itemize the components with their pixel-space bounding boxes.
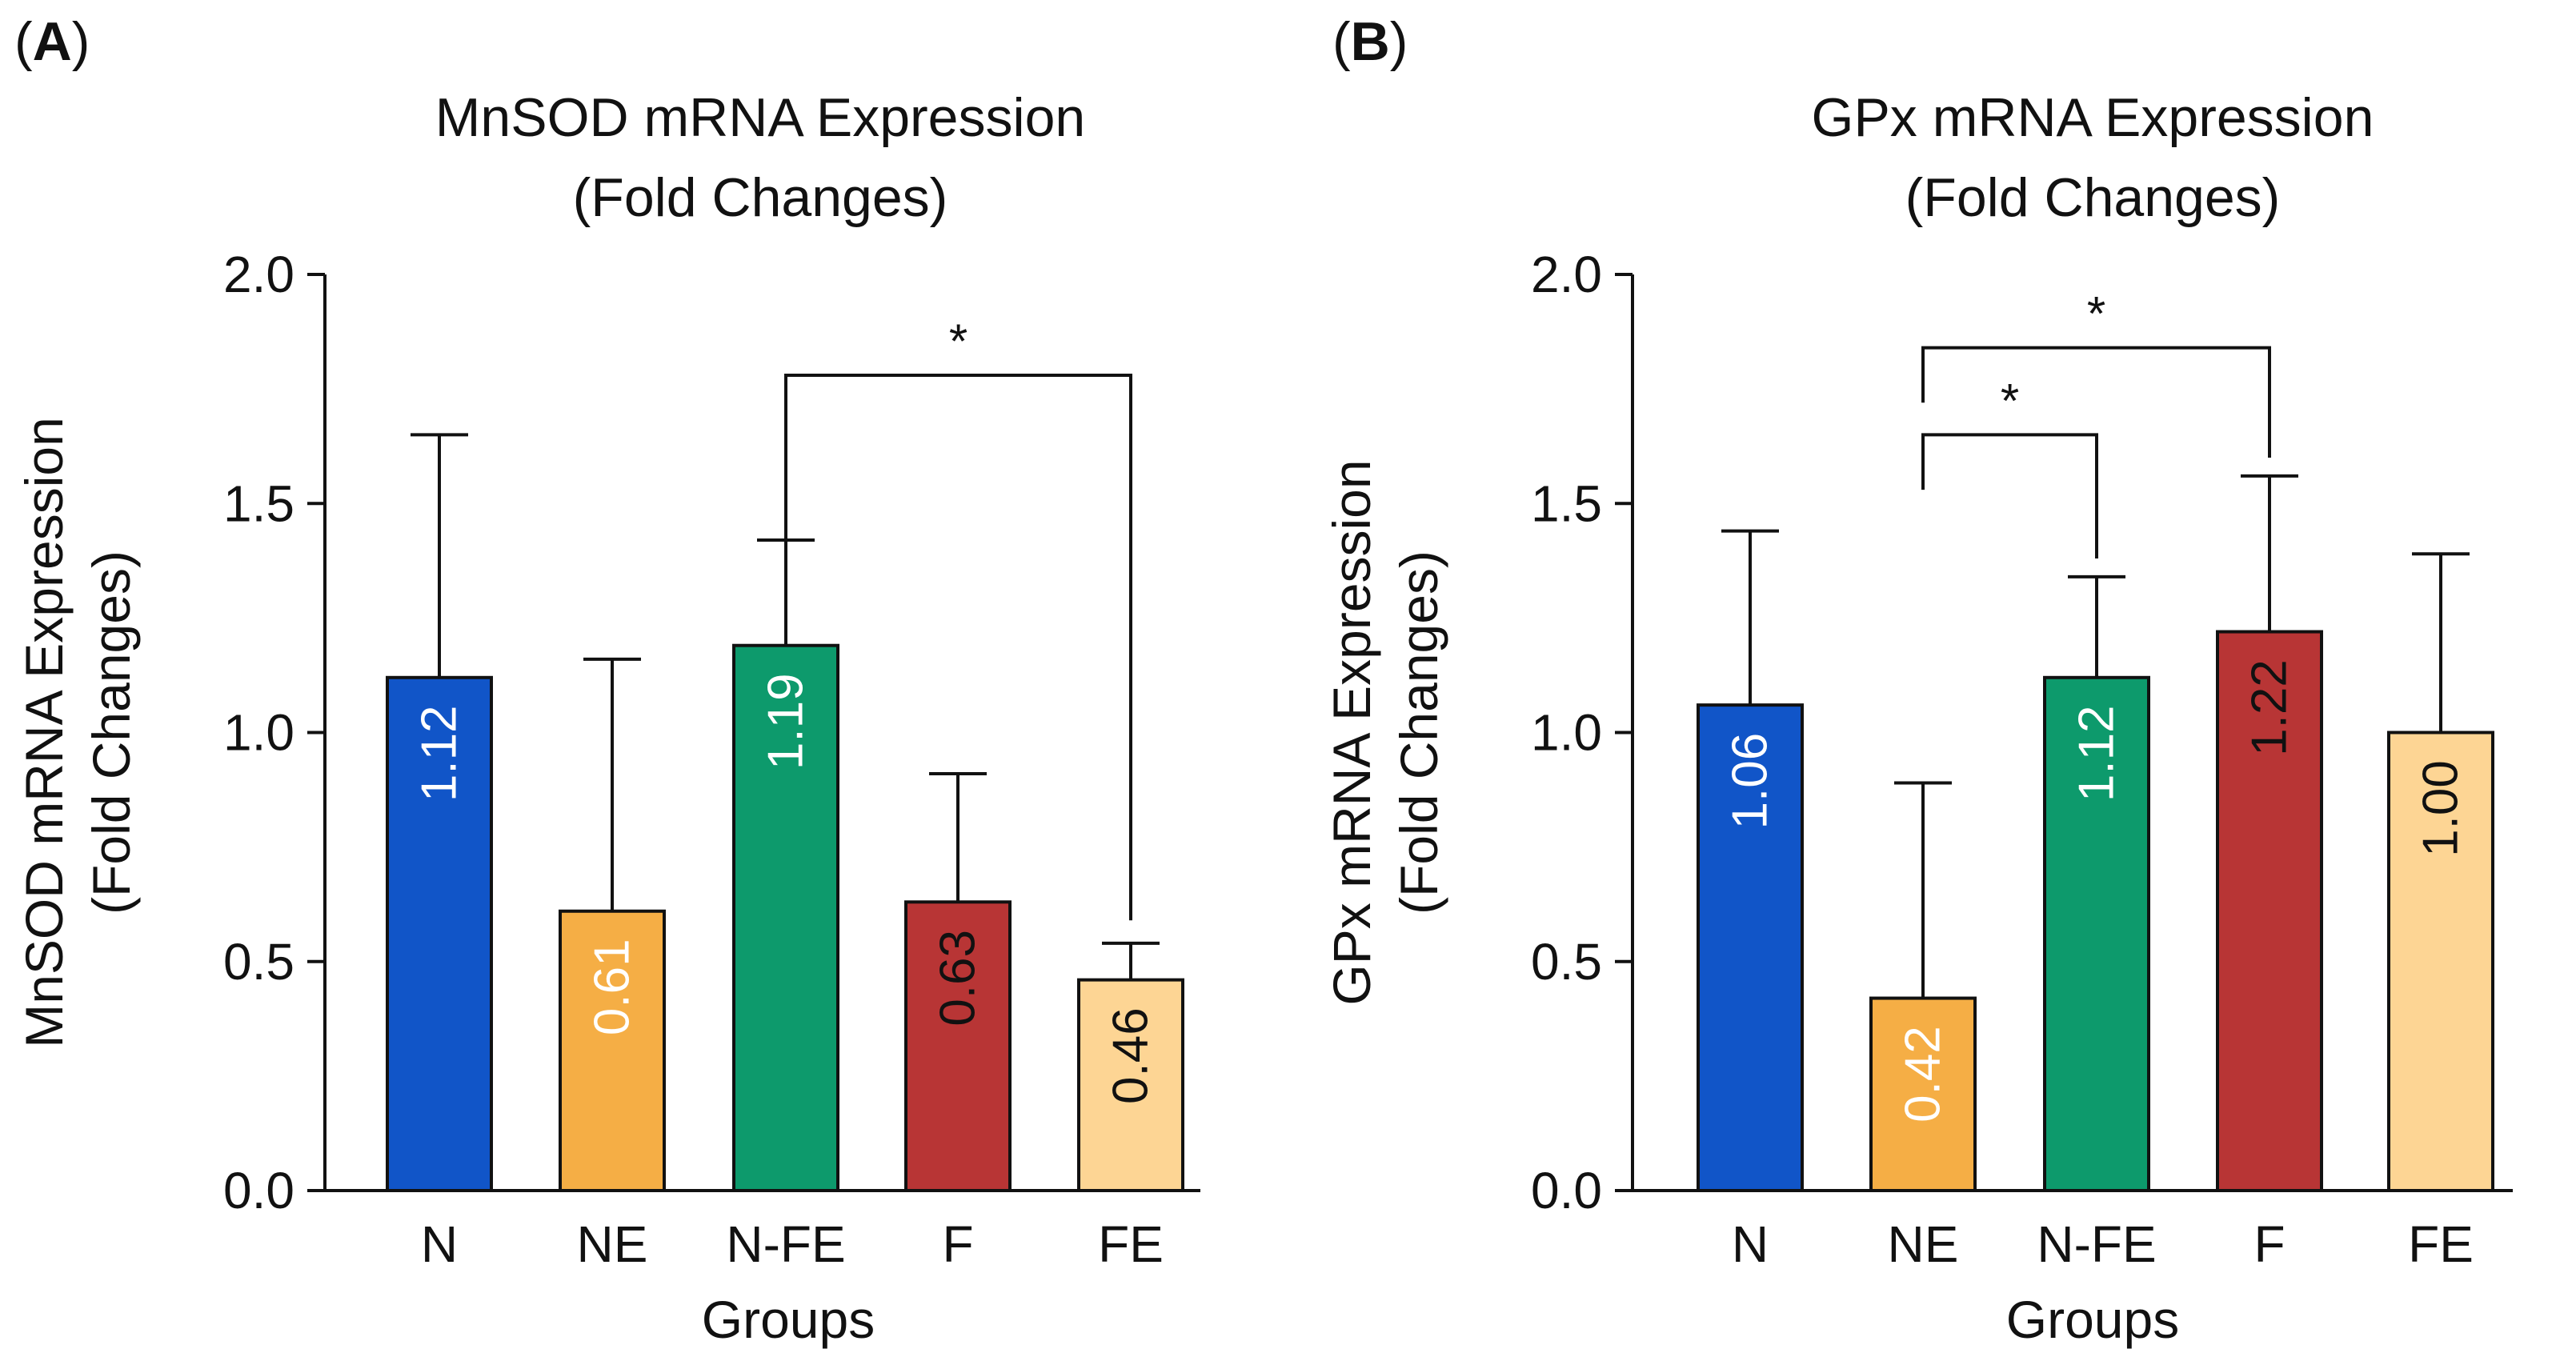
bar-value-label: 1.06 — [1723, 733, 1778, 830]
x-tick-label: N — [1732, 1215, 1769, 1273]
chart-title-line-1: GPx mRNA Expression — [1812, 87, 2374, 148]
y-tick-label: 1.5 — [1531, 474, 1602, 532]
x-tick-label: NE — [1888, 1215, 1959, 1273]
x-tick-label: N-FE — [726, 1215, 845, 1273]
y-tick-label: 0.0 — [1531, 1162, 1602, 1219]
x-tick-label: FE — [2408, 1215, 2474, 1273]
bar-f — [2216, 630, 2323, 1192]
y-axis-label-line-1: MnSOD mRNA Expression — [14, 417, 74, 1048]
bar-n — [1697, 703, 1804, 1192]
x-tick-label: NE — [577, 1215, 648, 1273]
y-tick-label: 1.0 — [223, 704, 294, 762]
bar-value-label: 0.46 — [1104, 1007, 1159, 1104]
y-tick-label: 0.5 — [223, 933, 294, 991]
chart-title-line-2: (Fold Changes) — [573, 167, 948, 228]
bar-fe — [1077, 978, 1184, 1193]
chart-title-line-1: MnSOD mRNA Expression — [435, 87, 1085, 148]
bar-n-fe — [732, 643, 839, 1192]
bar-f — [904, 900, 1012, 1192]
bar-fe — [2387, 731, 2494, 1192]
significance-star: * — [2001, 374, 2019, 427]
bar-value-label: 1.00 — [2414, 760, 2469, 857]
significance-star: * — [2087, 287, 2105, 341]
y-tick-label: 0.5 — [1531, 933, 1602, 991]
bar-ne — [559, 909, 666, 1193]
y-tick-label: 1.0 — [1531, 704, 1602, 762]
x-tick-label: FE — [1098, 1215, 1164, 1273]
bar-value-label: 0.63 — [931, 930, 986, 1027]
chart-title-line-2: (Fold Changes) — [1905, 167, 2281, 228]
panel-letter: A — [33, 11, 72, 72]
significance-bracket — [784, 373, 1132, 921]
bar-value-label: 1.22 — [2242, 659, 2298, 756]
y-axis-label-line-1: GPx mRNA Expression — [1322, 459, 1381, 1005]
panel-letter: B — [1351, 11, 1390, 72]
x-axis-label: Groups — [702, 1290, 875, 1349]
x-tick-label: F — [942, 1215, 973, 1273]
y-axis-label-line-2: (Fold Changes) — [1389, 550, 1448, 915]
y-tick-label: 2.0 — [223, 246, 294, 303]
bar-value-label: 1.12 — [412, 705, 467, 802]
y-tick-label: 2.0 — [1531, 246, 1602, 303]
y-tick-label: 1.5 — [223, 474, 294, 532]
x-axis-label: Groups — [2006, 1290, 2179, 1349]
panel-a: (A)MnSOD mRNA Expression(Fold Changes)Mn… — [14, 11, 1200, 1349]
y-axis-label-line-2: (Fold Changes) — [82, 550, 141, 915]
significance-bracket — [1921, 433, 2098, 558]
x-tick-label: N — [421, 1215, 458, 1273]
bar-value-label: 0.42 — [1896, 1026, 1951, 1123]
bar-value-label: 1.19 — [759, 673, 814, 770]
panel-label: (A) — [14, 11, 90, 72]
panel-label: (B) — [1332, 11, 1408, 72]
bar-n — [386, 675, 493, 1192]
y-tick-label: 0.0 — [223, 1162, 294, 1219]
bar-value-label: 1.12 — [2069, 705, 2125, 802]
bar-n-fe — [2043, 675, 2150, 1192]
panel-b: (B)GPx mRNA Expression(Fold Changes)GPx … — [1322, 11, 2513, 1349]
x-tick-label: F — [2253, 1215, 2285, 1273]
significance-star: * — [949, 314, 968, 368]
x-tick-label: N-FE — [2037, 1215, 2156, 1273]
bar-ne — [1869, 996, 1977, 1193]
significance-bracket — [1921, 346, 2271, 458]
bar-value-label: 0.61 — [585, 939, 640, 1035]
